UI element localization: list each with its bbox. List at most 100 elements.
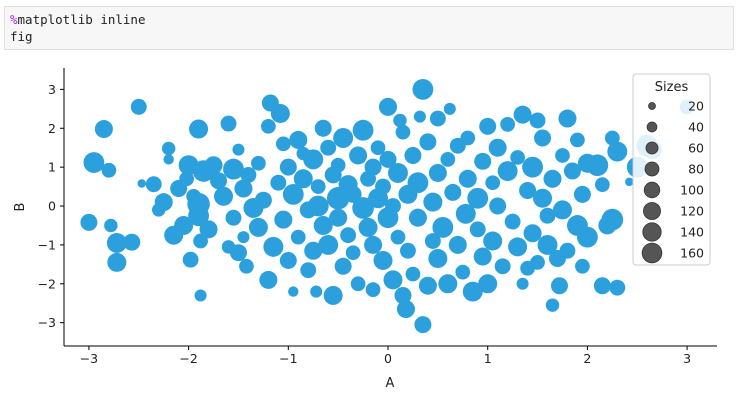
scatter-point	[370, 140, 386, 156]
scatter-point	[601, 208, 624, 231]
scatter-point	[314, 119, 332, 137]
scatter-point	[174, 215, 194, 235]
scatter-point	[350, 276, 366, 292]
scatter-point	[288, 286, 299, 297]
scatter-point	[467, 187, 489, 209]
scatter-point	[378, 97, 398, 116]
scatter-point	[460, 130, 476, 146]
code-cell[interactable]: %matplotlib inline fig	[4, 6, 734, 50]
legend-label: 120	[680, 204, 704, 219]
scatter-point	[396, 300, 415, 319]
scatter-point	[489, 197, 507, 215]
y-tick-label: 1	[48, 160, 56, 175]
scatter-point	[399, 242, 416, 259]
scatter-point	[223, 158, 244, 180]
scatter-point	[537, 234, 558, 255]
y-tick-label: −1	[38, 237, 56, 252]
scatter-point	[80, 213, 98, 231]
scatter-point	[194, 289, 207, 302]
scatter-point	[474, 152, 492, 170]
scatter-point	[94, 120, 113, 139]
scatter-point	[488, 138, 507, 157]
scatter-point	[519, 181, 537, 199]
scatter-point	[508, 237, 528, 257]
scatter-point	[594, 177, 610, 193]
scatter-point	[607, 141, 628, 162]
scatter-point	[334, 257, 352, 275]
x-axis-label: A	[386, 376, 395, 391]
scatter-point	[145, 176, 162, 193]
scatter-point	[478, 274, 498, 294]
scatter-point	[573, 185, 591, 203]
scatter-point	[440, 152, 456, 167]
scatter-point	[550, 277, 568, 295]
scatter-point	[458, 169, 477, 188]
scatter-point	[232, 143, 245, 156]
scatter-point	[248, 217, 268, 237]
legend-marker	[643, 181, 661, 199]
legend-label: 100	[680, 183, 704, 198]
scatter-point	[199, 220, 218, 239]
x-ticks: −3 −2 −1 0 1 2 3	[80, 346, 691, 366]
scatter-point	[210, 172, 228, 190]
magic-command: matplotlib inline	[17, 12, 146, 27]
scatter-point	[513, 105, 532, 124]
scatter-point	[123, 233, 141, 251]
scatter-point	[443, 102, 456, 115]
scatter-point	[137, 179, 147, 188]
scatter-point	[479, 117, 497, 135]
scatter-point	[385, 198, 401, 214]
scatter-point	[395, 124, 411, 140]
scatter-point	[555, 148, 570, 163]
scatter-point	[404, 146, 422, 164]
scatter-point	[279, 251, 297, 269]
scatter-point	[345, 245, 361, 261]
scatter-point	[516, 277, 529, 290]
scatter-point	[364, 158, 382, 176]
scatter-point	[494, 258, 511, 275]
scatter-point	[179, 171, 194, 187]
magic-prefix: %	[10, 12, 18, 27]
scatter-point	[523, 224, 542, 243]
scatter-point	[187, 192, 210, 216]
legend-title: Sizes	[655, 80, 689, 95]
scatter-point	[429, 110, 446, 127]
x-tick-label: 2	[583, 351, 591, 366]
scatter-point	[333, 128, 354, 148]
scatter-point	[570, 132, 585, 148]
scatter-point	[290, 229, 306, 245]
scatter-point	[414, 316, 432, 334]
scatter-point	[394, 286, 412, 304]
legend-marker	[648, 102, 656, 110]
scatter-point	[604, 130, 620, 146]
scatter-point	[304, 241, 323, 260]
scatter-point	[259, 270, 278, 289]
scatter-point	[274, 210, 293, 229]
code-line-1: %matplotlib inline	[10, 12, 145, 27]
scatter-point	[313, 215, 333, 235]
scatter-point	[163, 154, 174, 165]
scatter-point	[329, 208, 348, 227]
scatter-point	[559, 242, 576, 259]
x-tick-label: 1	[484, 351, 492, 366]
scatter-point	[522, 156, 543, 178]
scatter-point	[220, 115, 237, 132]
legend-label: 140	[680, 225, 704, 240]
scatter-point	[530, 255, 545, 270]
scatter-point	[455, 264, 471, 280]
scatter-point	[323, 285, 343, 305]
scatter-points	[80, 78, 695, 334]
scatter-point	[234, 179, 253, 198]
legend-marker	[645, 141, 659, 155]
scatter-point	[349, 146, 368, 165]
scatter-point	[438, 274, 458, 294]
scatter-point	[428, 249, 448, 269]
scatter-point	[497, 161, 518, 181]
scatter-point	[261, 94, 279, 112]
scatter-point	[473, 247, 492, 266]
scatter-point	[261, 118, 276, 134]
scatter-point	[448, 235, 467, 254]
scatter-point	[352, 197, 374, 219]
scatter-point	[364, 235, 383, 254]
scatter-point	[275, 136, 291, 152]
